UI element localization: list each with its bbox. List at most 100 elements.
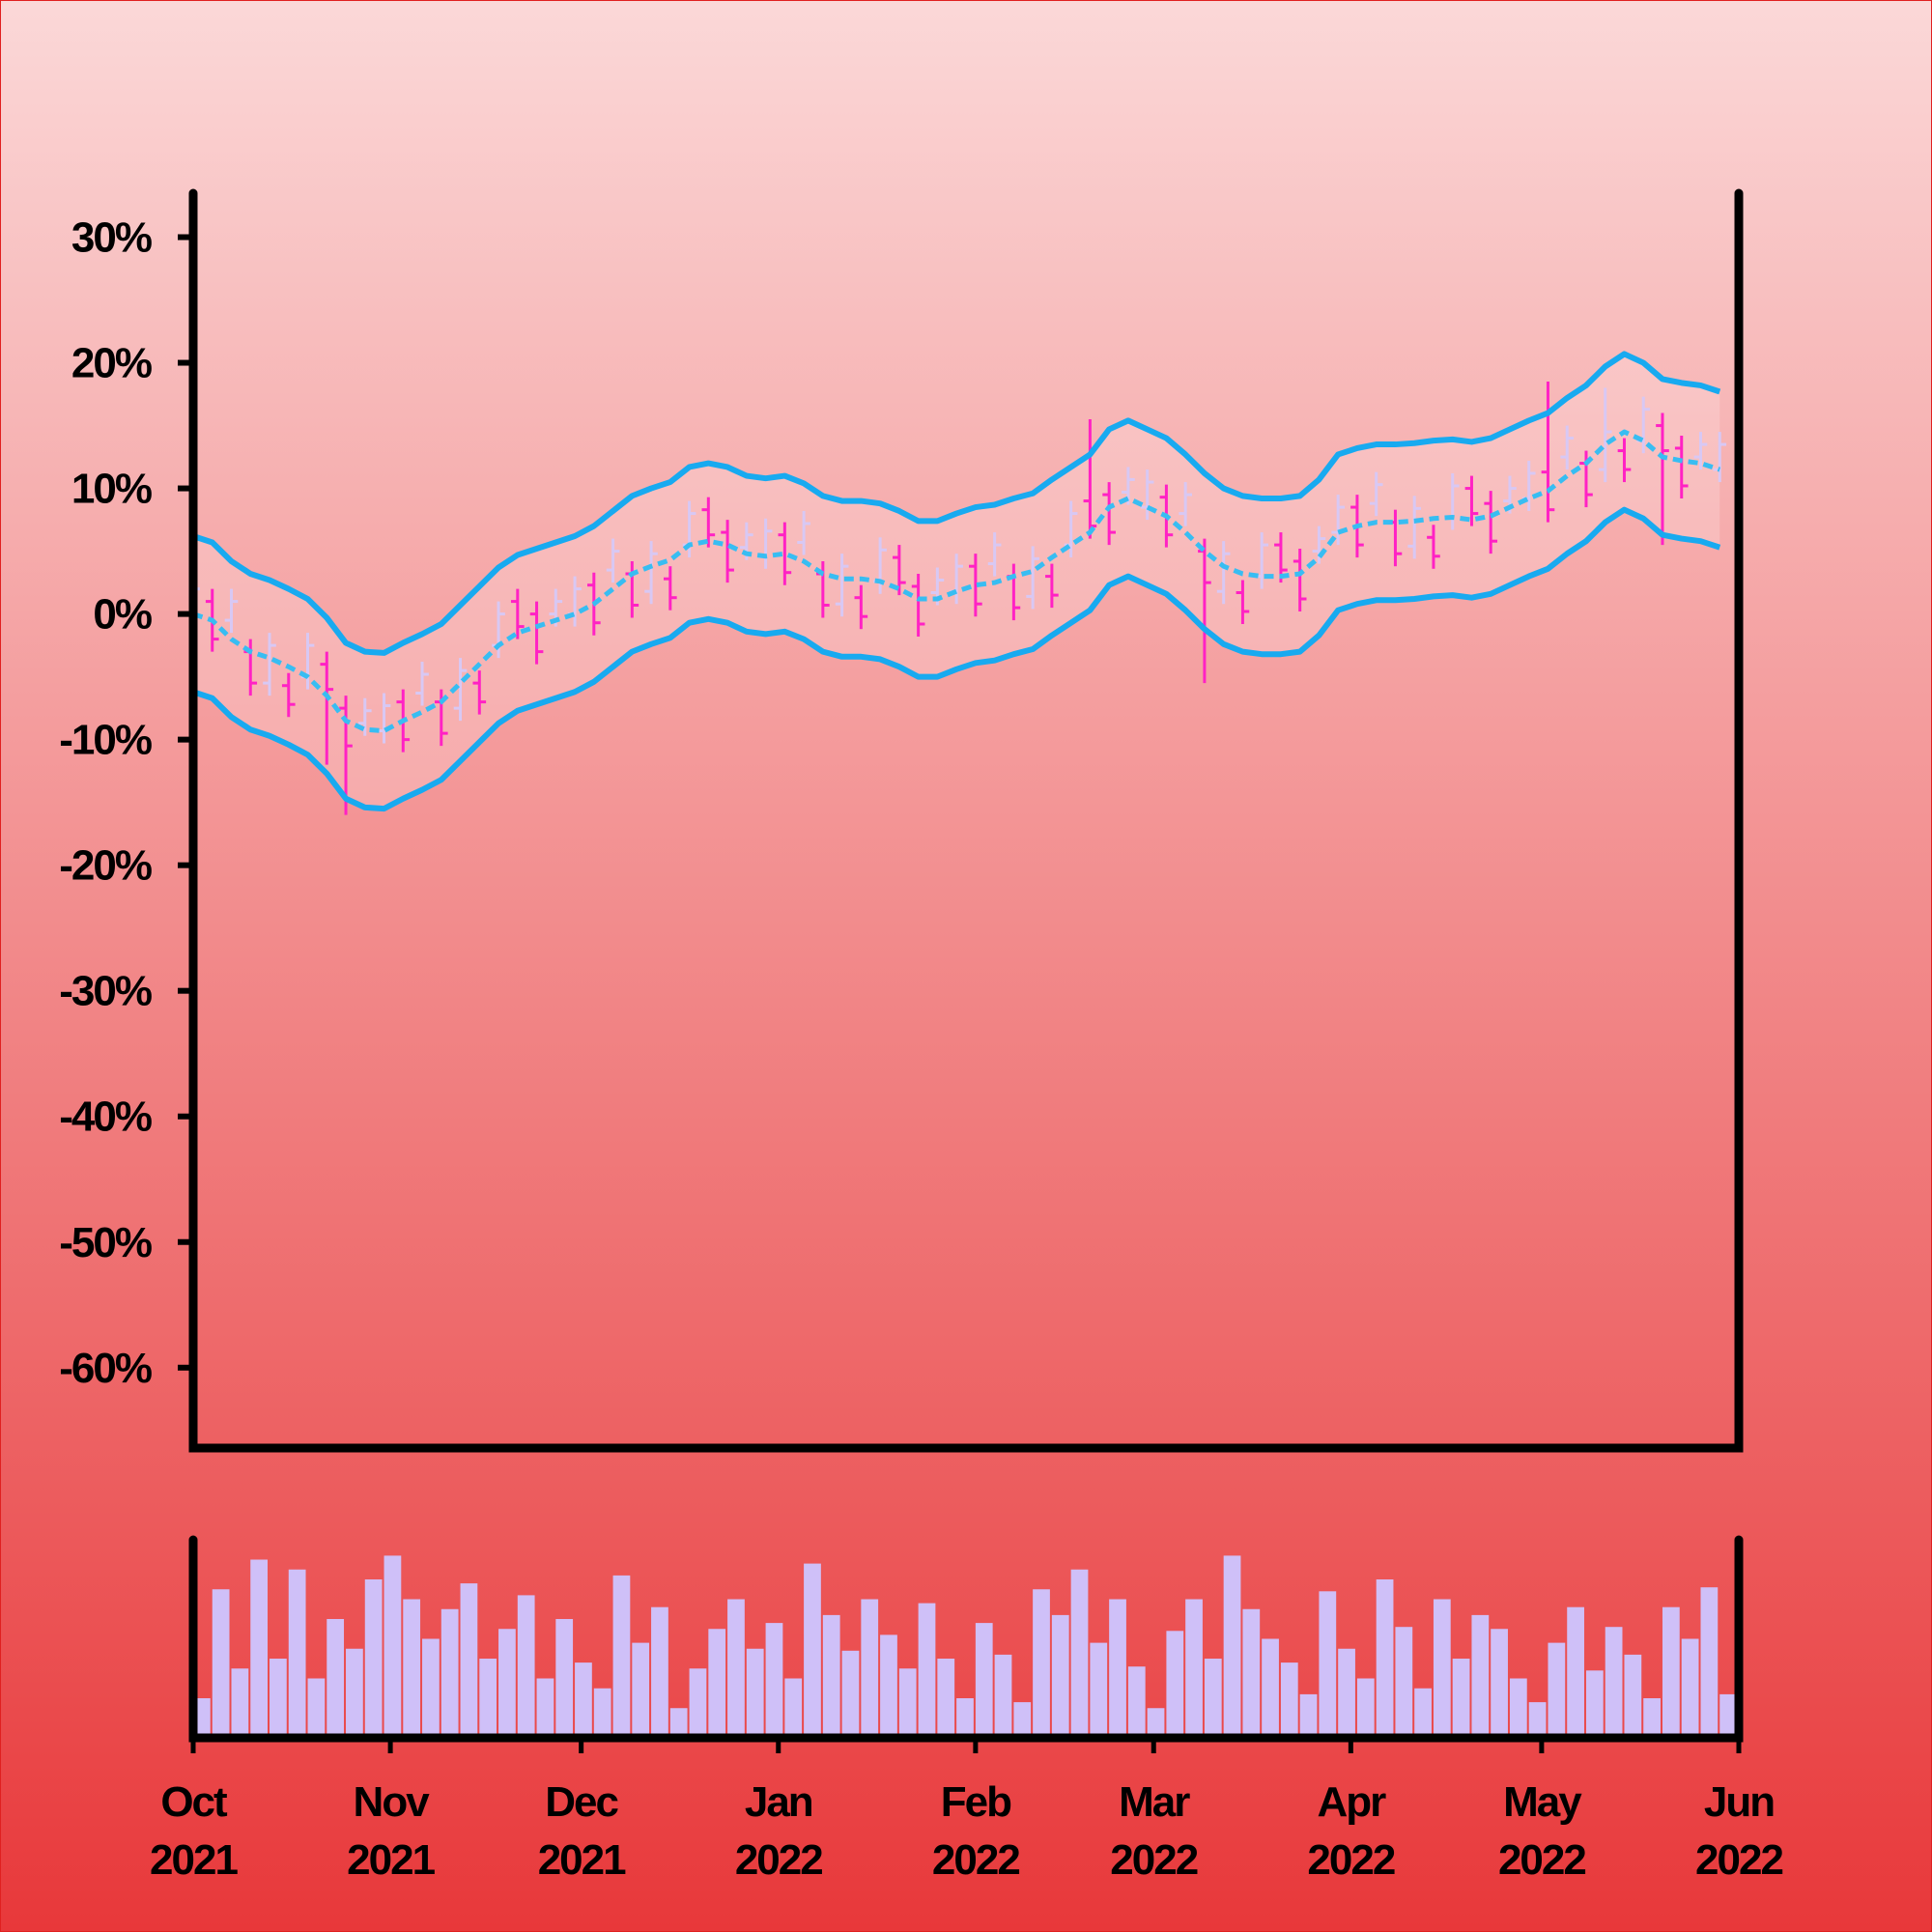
x-tick-label-line: 2022 (1110, 1836, 1197, 1884)
y-tick-label: -50% (59, 1219, 152, 1266)
volume-bar (1528, 1702, 1547, 1738)
volume-bar (1414, 1688, 1432, 1738)
x-tick-label-line: 2022 (932, 1836, 1019, 1884)
outer-band (192, 506, 1721, 812)
volume-bar (1662, 1606, 1680, 1738)
volume-bar (1127, 1666, 1146, 1738)
volume-bar (727, 1599, 745, 1738)
x-tick-label: Oct 2021 (150, 1778, 238, 1884)
x-tick-label-line: 2021 (150, 1836, 238, 1884)
volume-bar (861, 1599, 879, 1738)
volume-bar (1356, 1678, 1375, 1738)
volume-bar (1509, 1678, 1527, 1738)
volume-bar (994, 1654, 1012, 1738)
volume-bar (1376, 1579, 1394, 1738)
volume-bar (575, 1662, 592, 1738)
volume-bar (479, 1659, 497, 1738)
volume-bar (898, 1668, 917, 1738)
volume-bar (1185, 1599, 1203, 1738)
x-tick-label-line: May (1503, 1778, 1582, 1826)
volume-bar (1567, 1606, 1584, 1738)
x-tick-label: Jun 2022 (1695, 1778, 1782, 1884)
volume-bar (1051, 1614, 1069, 1738)
volume-bar (975, 1623, 993, 1738)
volume-bar (250, 1559, 269, 1738)
y-tick-label: 10% (71, 466, 152, 513)
x-tick-label-line: Oct (160, 1778, 228, 1826)
volume-bar (1452, 1659, 1470, 1738)
volume-bar (612, 1575, 631, 1738)
volume-bar (708, 1629, 726, 1738)
volume-bar (1262, 1638, 1279, 1738)
volume-bar (1605, 1627, 1623, 1738)
volume-bar (346, 1648, 363, 1738)
volume-bar (632, 1642, 650, 1738)
volume-bar (937, 1659, 955, 1738)
volume-bar (1548, 1642, 1566, 1738)
volume-bar (1299, 1693, 1318, 1738)
outer-band (192, 351, 1721, 656)
volume-bar (1090, 1642, 1108, 1738)
volume-bar (841, 1650, 860, 1738)
y-tick-label: -10% (59, 717, 152, 764)
volume-bar (689, 1668, 707, 1738)
volume-bar (1585, 1670, 1604, 1738)
volume-bar (1204, 1659, 1222, 1738)
volume-bar (765, 1623, 783, 1738)
volume-bar (1395, 1627, 1413, 1738)
volume-bar (1147, 1708, 1165, 1738)
x-tick-label: Mar 2022 (1110, 1778, 1197, 1884)
volume-bar (422, 1638, 440, 1738)
x-tick-label-line: 2021 (347, 1836, 435, 1884)
volume-bar (555, 1619, 574, 1738)
volume-bar (327, 1619, 345, 1738)
x-tick-label-line: 2022 (1307, 1836, 1394, 1884)
volume-bar (1242, 1608, 1261, 1738)
volume-bar (288, 1569, 306, 1738)
x-tick-label-line: Dec (545, 1778, 618, 1826)
volume-bar (1624, 1654, 1642, 1738)
volume-bar (440, 1608, 459, 1738)
price-spines (188, 188, 1744, 1453)
volume-bar (918, 1603, 936, 1738)
volume-bar (956, 1698, 974, 1738)
x-tick-label: Feb 2022 (932, 1778, 1019, 1884)
x-tick-label: Jan 2022 (735, 1778, 822, 1884)
volume-bar (460, 1583, 478, 1738)
volume-bar (1013, 1702, 1032, 1738)
volume-bar (1033, 1589, 1050, 1738)
volume-bar (517, 1595, 535, 1738)
volume-bar (1643, 1698, 1661, 1738)
volume-bar (822, 1614, 840, 1738)
volume-bar (593, 1688, 611, 1738)
volume-bar (1280, 1662, 1298, 1738)
x-tick-label: Dec 2021 (538, 1778, 626, 1884)
y-tick-label: 0% (93, 591, 151, 639)
volume-bar (536, 1678, 554, 1738)
volume-bar (784, 1678, 803, 1738)
volume-bar (1433, 1599, 1451, 1738)
volume-bar (307, 1678, 326, 1738)
y-tick-label: 30% (71, 214, 152, 262)
volume-bar (1166, 1631, 1184, 1738)
x-tick-label-line: Mar (1119, 1778, 1190, 1826)
volume-bar (364, 1579, 383, 1738)
x-tick-label-line: 2022 (1498, 1836, 1585, 1884)
volume-bar (804, 1563, 821, 1738)
volume-bar (1109, 1599, 1126, 1738)
volume-bar (403, 1599, 421, 1738)
volume-panel: Oct 2021 Nov 2021 Dec 2021 Jan 2022 Feb 2022 Mar 20… (150, 1535, 1784, 1884)
middle-band (192, 429, 1721, 734)
volume-bar (1338, 1648, 1355, 1738)
x-tick-label-line: Jan (745, 1778, 812, 1826)
x-tick-label-line: Feb (941, 1778, 1011, 1826)
volume-bar (384, 1555, 402, 1738)
x-tick-label: May 2022 (1498, 1778, 1585, 1884)
volume-bar (498, 1629, 516, 1738)
volume-bar (231, 1668, 249, 1738)
y-tick-label: 20% (71, 340, 152, 387)
y-tick-label: -20% (59, 842, 152, 890)
